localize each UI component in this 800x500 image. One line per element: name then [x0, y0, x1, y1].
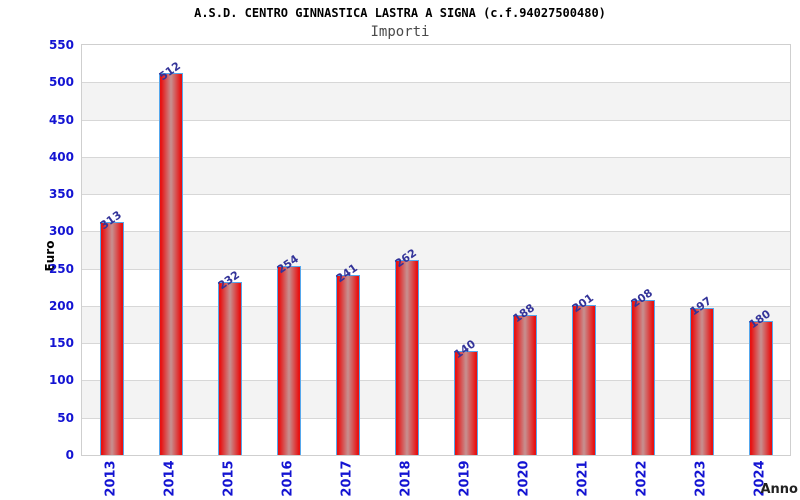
y-tick-label: 300	[48, 224, 74, 239]
plot-band	[82, 119, 790, 157]
gridline	[82, 231, 790, 233]
y-tick-label: 50	[57, 410, 74, 425]
bar	[276, 266, 301, 455]
bar	[158, 73, 183, 455]
y-tick-label: 450	[48, 112, 74, 127]
plot-band	[82, 45, 790, 83]
x-tick-label: 2021	[576, 459, 591, 497]
plot-band	[82, 380, 790, 418]
bar	[394, 260, 419, 455]
gridline	[82, 343, 790, 345]
y-tick-label: 150	[48, 336, 74, 351]
chart-title: A.S.D. CENTRO GINNASTICA LASTRA A SIGNA …	[194, 6, 606, 20]
chart-subtitle: Importi	[370, 24, 430, 40]
gridline	[82, 305, 790, 307]
y-tick-label: 550	[48, 38, 74, 52]
plot-band	[82, 194, 790, 232]
plot-band	[82, 82, 790, 120]
x-tick-label: 2022	[635, 459, 650, 497]
gridline	[82, 194, 790, 196]
x-tick-label: 2019	[458, 459, 473, 497]
bar	[689, 308, 714, 455]
y-tick-label: 350	[48, 187, 74, 202]
x-tick-label: 2023	[694, 459, 709, 497]
gridline	[82, 417, 790, 419]
gridline	[82, 380, 790, 382]
x-tick-label: 2018	[399, 459, 414, 497]
x-tick-label: 2013	[104, 459, 119, 497]
plot-band	[82, 268, 790, 306]
x-tick-label: 2017	[340, 459, 355, 497]
y-tick-label: 400	[48, 149, 74, 164]
bar	[571, 305, 596, 455]
y-tick-label: 0	[65, 448, 74, 462]
y-tick-label: 250	[48, 261, 74, 276]
x-tick-label: 2014	[163, 459, 178, 497]
gridline	[82, 156, 790, 158]
plot-band	[82, 231, 790, 269]
bar	[217, 282, 242, 455]
gridline	[82, 82, 790, 84]
y-tick-label: 100	[48, 373, 74, 388]
bar	[453, 351, 478, 455]
bar	[630, 300, 655, 455]
y-tick-label: 200	[48, 298, 74, 313]
x-tick-label: 2015	[222, 459, 237, 497]
x-tick-label: 2016	[281, 459, 296, 497]
plot-band	[82, 417, 790, 455]
plot-band	[82, 343, 790, 381]
y-tick-label: 500	[48, 75, 74, 90]
gridline	[82, 268, 790, 270]
bar	[748, 321, 773, 455]
plot-band	[82, 156, 790, 195]
plot-band	[82, 305, 790, 344]
plot-area: 313 512 232 254 241 262 140 188 201 208 197 180	[81, 44, 791, 456]
x-tick-label: 2020	[517, 459, 532, 497]
bar	[99, 222, 124, 455]
bar	[512, 315, 537, 455]
gridline	[82, 119, 790, 121]
x-axis-title: Anno	[760, 482, 798, 497]
bar	[335, 275, 360, 455]
